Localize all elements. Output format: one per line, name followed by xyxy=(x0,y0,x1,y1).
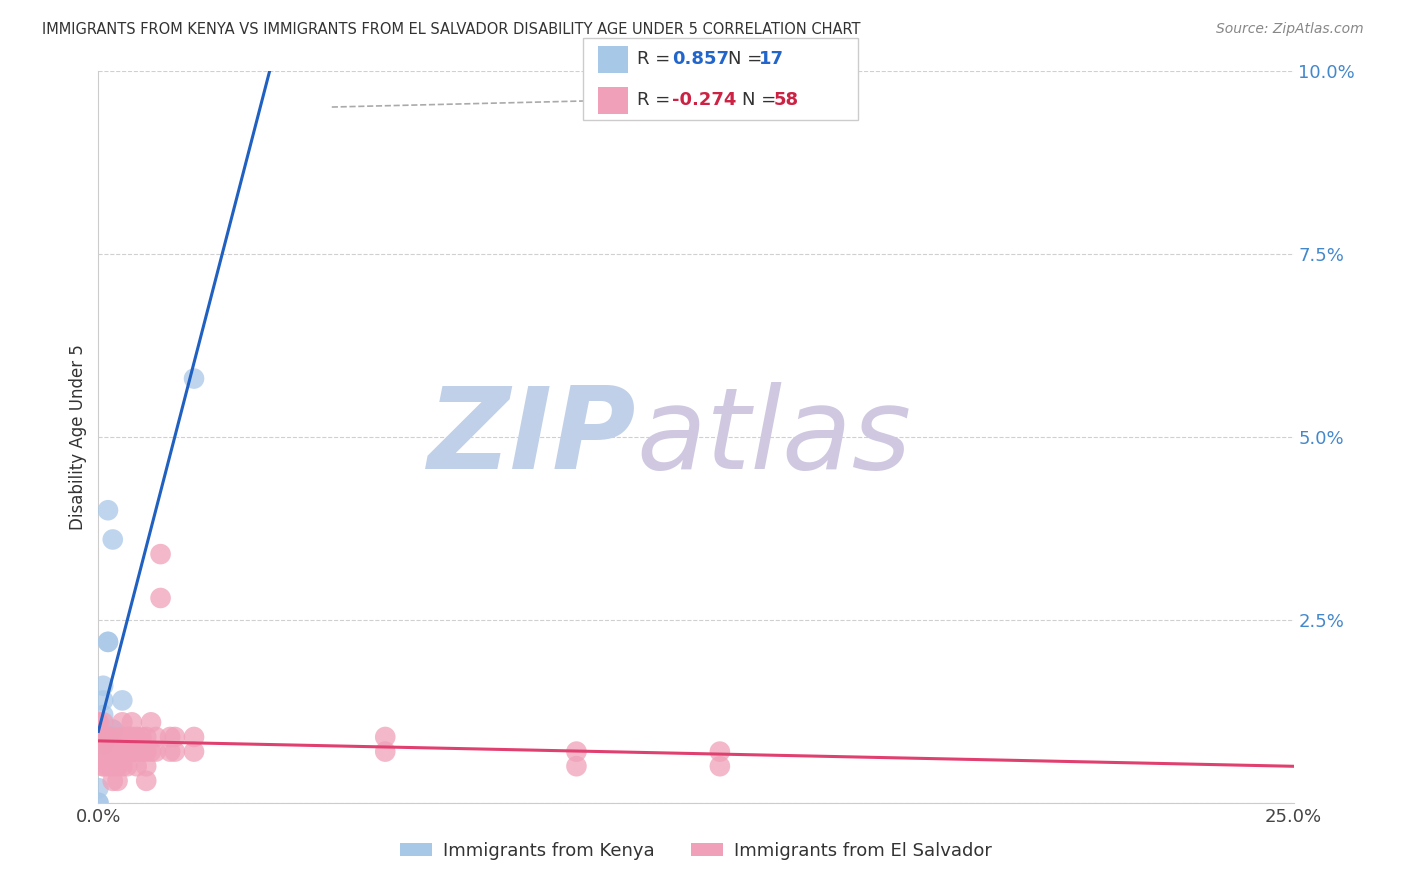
Point xyxy=(87,796,110,810)
Point xyxy=(135,730,157,744)
Point xyxy=(91,693,114,707)
Point xyxy=(97,730,120,744)
Point xyxy=(145,745,167,759)
Point xyxy=(135,759,157,773)
Point xyxy=(101,745,124,759)
Point xyxy=(149,547,172,561)
Point xyxy=(183,730,205,744)
Point xyxy=(97,635,120,649)
Point xyxy=(91,723,114,737)
Point xyxy=(131,745,153,759)
Point xyxy=(111,693,134,707)
Point xyxy=(111,759,134,773)
Point xyxy=(135,745,157,759)
Point xyxy=(139,715,162,730)
Y-axis label: Disability Age Under 5: Disability Age Under 5 xyxy=(69,344,87,530)
Point xyxy=(107,745,129,759)
Point xyxy=(101,773,124,788)
Point xyxy=(91,679,114,693)
Text: Source: ZipAtlas.com: Source: ZipAtlas.com xyxy=(1216,22,1364,37)
Point xyxy=(159,745,181,759)
Point xyxy=(101,730,124,744)
Point xyxy=(125,745,148,759)
Point xyxy=(115,759,138,773)
Point xyxy=(91,730,114,744)
Point xyxy=(87,730,110,744)
Point xyxy=(91,715,114,730)
Point xyxy=(145,730,167,744)
Legend: Immigrants from Kenya, Immigrants from El Salvador: Immigrants from Kenya, Immigrants from E… xyxy=(392,835,1000,867)
Point xyxy=(101,723,124,737)
Text: N =: N = xyxy=(728,50,768,68)
Point xyxy=(101,533,124,547)
Text: 0.857: 0.857 xyxy=(672,50,730,68)
Point xyxy=(374,730,396,744)
Point xyxy=(139,745,162,759)
Point xyxy=(91,737,114,751)
Point xyxy=(107,773,129,788)
Point xyxy=(97,503,120,517)
Point xyxy=(163,745,186,759)
Point xyxy=(101,759,124,773)
Point xyxy=(97,759,120,773)
Point xyxy=(709,745,731,759)
Point xyxy=(91,730,114,744)
Text: 17: 17 xyxy=(759,50,785,68)
Text: 58: 58 xyxy=(773,91,799,109)
Point xyxy=(91,759,114,773)
Point xyxy=(121,745,143,759)
Point xyxy=(183,371,205,385)
Point xyxy=(121,715,143,730)
Point xyxy=(87,745,110,759)
Point xyxy=(87,781,110,796)
Text: ZIP: ZIP xyxy=(427,382,637,492)
Point xyxy=(87,796,110,810)
Point xyxy=(183,745,205,759)
Point xyxy=(115,730,138,744)
Point xyxy=(97,635,120,649)
Point xyxy=(97,730,120,744)
Text: -0.274: -0.274 xyxy=(672,91,737,109)
Text: IMMIGRANTS FROM KENYA VS IMMIGRANTS FROM EL SALVADOR DISABILITY AGE UNDER 5 CORR: IMMIGRANTS FROM KENYA VS IMMIGRANTS FROM… xyxy=(42,22,860,37)
Point xyxy=(91,708,114,723)
Point xyxy=(87,715,110,730)
Point xyxy=(115,745,138,759)
Point xyxy=(107,759,129,773)
Point xyxy=(121,730,143,744)
Point xyxy=(565,745,588,759)
Text: R =: R = xyxy=(637,91,676,109)
Point xyxy=(125,759,148,773)
Point xyxy=(131,730,153,744)
Point xyxy=(163,730,186,744)
Point xyxy=(91,745,114,759)
Point xyxy=(565,759,588,773)
Text: N =: N = xyxy=(742,91,782,109)
Point xyxy=(149,591,172,605)
Text: R =: R = xyxy=(637,50,676,68)
Point xyxy=(97,745,120,759)
Point xyxy=(91,759,114,773)
Text: atlas: atlas xyxy=(637,382,911,492)
Point xyxy=(101,723,124,737)
Point xyxy=(111,715,134,730)
Point xyxy=(111,730,134,744)
Point xyxy=(374,745,396,759)
Point xyxy=(87,715,110,730)
Point xyxy=(135,773,157,788)
Point xyxy=(91,737,114,751)
Point xyxy=(125,730,148,744)
Point xyxy=(111,745,134,759)
Point xyxy=(709,759,731,773)
Point xyxy=(159,730,181,744)
